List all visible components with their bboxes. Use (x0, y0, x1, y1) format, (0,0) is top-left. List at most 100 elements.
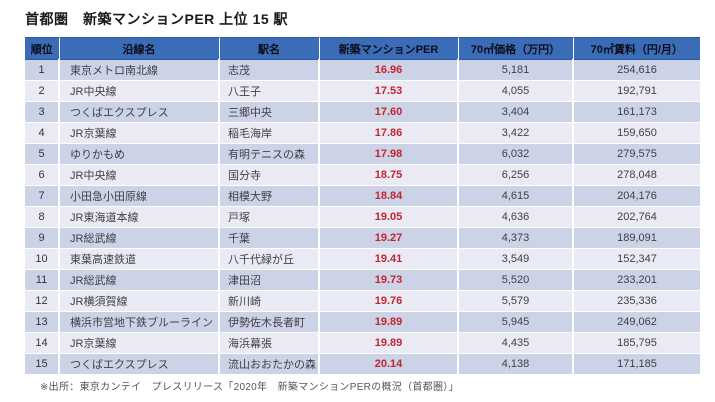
rent-cell: 279,575 (573, 143, 700, 165)
station-cell: 新川崎 (219, 290, 320, 312)
station-cell: 伊勢佐木長者町 (219, 311, 320, 333)
rent-cell: 185,795 (573, 332, 700, 354)
station-cell: 志茂 (219, 59, 320, 81)
rank-cell: 10 (25, 248, 60, 270)
table-row: 14 JR京葉線 海浜幕張 19.89 4,435 185,795 (25, 332, 700, 354)
table-row: 4 JR京葉線 稲毛海岸 17.86 3,422 159,650 (25, 122, 700, 144)
rent-cell: 189,091 (573, 227, 700, 249)
per-cell: 19.41 (319, 248, 459, 270)
rent-cell: 161,173 (573, 101, 700, 123)
table-row: 11 JR総武線 津田沼 19.73 5,520 233,201 (25, 269, 700, 291)
rent-cell: 278,048 (573, 164, 700, 186)
price-cell: 4,138 (458, 353, 574, 375)
rank-cell: 5 (25, 143, 60, 165)
line-cell: JR中央線 (59, 164, 220, 186)
table-header-row: 順位 沿線名 駅名 新築マンションPER 70㎡価格（万円） 70㎡賃料（円/月… (25, 37, 700, 60)
per-cell: 18.75 (319, 164, 459, 186)
price-cell: 5,945 (458, 311, 574, 333)
rank-cell: 2 (25, 80, 60, 102)
rent-cell: 171,185 (573, 353, 700, 375)
rank-cell: 7 (25, 185, 60, 207)
page-title: 首都圏 新築マンションPER 上位 15 駅 (25, 11, 289, 27)
per-cell: 17.86 (319, 122, 459, 144)
line-cell: 小田急小田原線 (59, 185, 220, 207)
line-cell: つくばエクスプレス (59, 353, 220, 375)
price-cell: 4,055 (458, 80, 574, 102)
line-cell: JR横須賀線 (59, 290, 220, 312)
table-row: 2 JR中央線 八王子 17.53 4,055 192,791 (25, 80, 700, 102)
line-cell: JR京葉線 (59, 332, 220, 354)
price-cell: 6,256 (458, 164, 574, 186)
per-cell: 17.60 (319, 101, 459, 123)
per-cell: 19.76 (319, 290, 459, 312)
price-cell: 3,404 (458, 101, 574, 123)
rank-cell: 11 (25, 269, 60, 291)
price-cell: 5,520 (458, 269, 574, 291)
line-cell: JR総武線 (59, 269, 220, 291)
table-row: 1 東京メトロ南北線 志茂 16.96 5,181 254,616 (25, 59, 700, 81)
rent-cell: 192,791 (573, 80, 700, 102)
station-cell: 津田沼 (219, 269, 320, 291)
per-cell: 17.53 (319, 80, 459, 102)
table-row: 10 東葉高速鉄道 八千代緑が丘 19.41 3,549 152,347 (25, 248, 700, 270)
station-cell: 八千代緑が丘 (219, 248, 320, 270)
price-cell: 3,549 (458, 248, 574, 270)
line-cell: つくばエクスプレス (59, 101, 220, 123)
rent-cell: 204,176 (573, 185, 700, 207)
rank-cell: 9 (25, 227, 60, 249)
rent-cell: 233,201 (573, 269, 700, 291)
line-cell: 東京メトロ南北線 (59, 59, 220, 81)
table-body: 1 東京メトロ南北線 志茂 16.96 5,181 254,616 2 JR中央線 八王子 17.… (25, 59, 700, 375)
header-rent: 70㎡賃料（円/月） (573, 37, 700, 60)
price-cell: 4,615 (458, 185, 574, 207)
price-cell: 4,636 (458, 206, 574, 228)
rank-cell: 12 (25, 290, 60, 312)
line-cell: JR総武線 (59, 227, 220, 249)
table-row: 3 つくばエクスプレス 三郷中央 17.60 3,404 161,173 (25, 101, 700, 123)
rent-cell: 254,616 (573, 59, 700, 81)
rent-cell: 202,764 (573, 206, 700, 228)
rent-cell: 235,336 (573, 290, 700, 312)
station-cell: 流山おおたかの森 (219, 353, 320, 375)
rank-cell: 1 (25, 59, 60, 81)
per-cell: 19.89 (319, 311, 459, 333)
per-cell: 16.96 (319, 59, 459, 81)
station-cell: 八王子 (219, 80, 320, 102)
per-cell: 19.73 (319, 269, 459, 291)
rank-cell: 15 (25, 353, 60, 375)
rent-cell: 249,062 (573, 311, 700, 333)
table-row: 8 JR東海道本線 戸塚 19.05 4,636 202,764 (25, 206, 700, 228)
table-row: 6 JR中央線 国分寺 18.75 6,256 278,048 (25, 164, 700, 186)
station-cell: 海浜幕張 (219, 332, 320, 354)
price-cell: 5,181 (458, 59, 574, 81)
line-cell: 横浜市営地下鉄ブルーライン (59, 311, 220, 333)
station-cell: 戸塚 (219, 206, 320, 228)
table-row: 9 JR総武線 千葉 19.27 4,373 189,091 (25, 227, 700, 249)
per-cell: 19.05 (319, 206, 459, 228)
price-cell: 5,579 (458, 290, 574, 312)
per-cell: 19.89 (319, 332, 459, 354)
header-line: 沿線名 (59, 37, 220, 60)
rank-cell: 13 (25, 311, 60, 333)
per-ranking-table: 順位 沿線名 駅名 新築マンションPER 70㎡価格（万円） 70㎡賃料（円/月… (25, 37, 700, 375)
rank-cell: 8 (25, 206, 60, 228)
header-price: 70㎡価格（万円） (458, 37, 574, 60)
source-note: ※出所：東京カンテイ プレスリリース「2020年 新築マンションPERの概況（首… (40, 382, 459, 393)
station-cell: 有明テニスの森 (219, 143, 320, 165)
line-cell: 東葉高速鉄道 (59, 248, 220, 270)
station-cell: 国分寺 (219, 164, 320, 186)
line-cell: JR京葉線 (59, 122, 220, 144)
station-cell: 相模大野 (219, 185, 320, 207)
line-cell: JR中央線 (59, 80, 220, 102)
rank-cell: 3 (25, 101, 60, 123)
line-cell: JR東海道本線 (59, 206, 220, 228)
rent-cell: 159,650 (573, 122, 700, 144)
rank-cell: 6 (25, 164, 60, 186)
header-station: 駅名 (219, 37, 320, 60)
price-cell: 4,373 (458, 227, 574, 249)
table-row: 5 ゆりかもめ 有明テニスの森 17.98 6,032 279,575 (25, 143, 700, 165)
line-cell: ゆりかもめ (59, 143, 220, 165)
rank-cell: 4 (25, 122, 60, 144)
header-per: 新築マンションPER (319, 37, 459, 60)
